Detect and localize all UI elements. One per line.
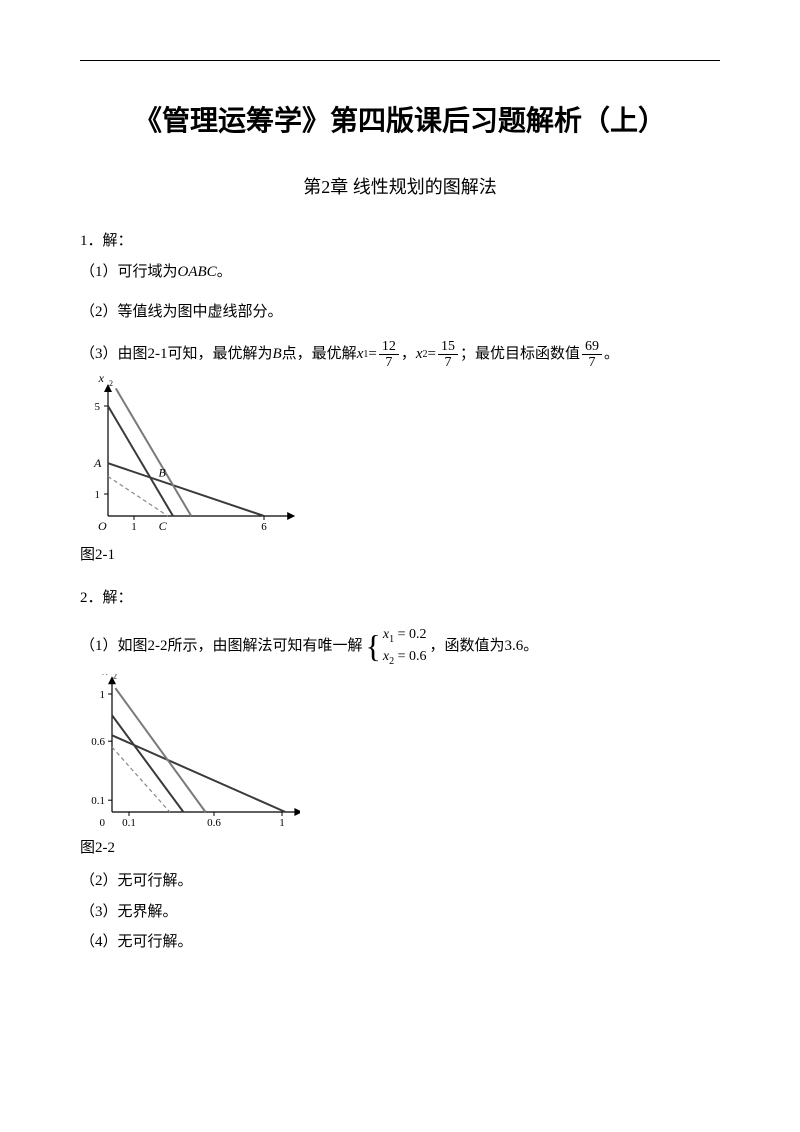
fraction-15-7: 157 [438,339,458,371]
svg-text:x: x [98,376,105,385]
svg-text:5: 5 [95,401,101,413]
q2-part1: （1）如图2-2所示，由图解法可知有唯一解 { x1 = 0.2 x2 = 0.… [80,625,720,669]
num: 15 [438,339,458,355]
svg-text:O: O [98,519,107,533]
text: ；最优目标函数值 [460,340,580,369]
svg-text:1: 1 [279,817,285,829]
page-container: 《管理运筹学》第四版课后习题解析（上） 第2章 线性规划的图解法 1．解： （1… [0,0,800,999]
var-x: x [416,340,423,369]
svg-text:C: C [159,519,168,533]
text: （1）如图2-2所示，由图解法可知有唯一解 [80,632,363,661]
fraction-12-7: 127 [379,339,399,371]
left-brace-icon: { [366,632,381,661]
svg-text:6: 6 [261,521,267,533]
val: = 0.6 [394,649,426,664]
text: （3）由图2-1可知，最优解为 [80,340,273,369]
svg-text:B: B [158,466,166,480]
eq: = [428,340,436,369]
num: 12 [379,339,399,355]
fraction-69-7: 697 [582,339,602,371]
svg-text:0.6: 0.6 [91,737,105,749]
figure-2-2: 0.10.610.10.610x1x2 [80,674,720,834]
comma: ， [401,340,416,369]
q2-heading: 2．解： [80,584,720,613]
q1-part2: （2）等值线为图中虚线部分。 [80,298,720,327]
text: ，函数值为3.6。 [429,632,538,661]
q1-heading: 1．解： [80,227,720,256]
svg-text:0.6: 0.6 [207,817,221,829]
svg-text:0: 0 [100,817,106,829]
q1-part1: （1）可行域为OABC。 [80,258,720,287]
equation-system: { x1 = 0.2 x2 = 0.6 [366,625,427,669]
svg-text:1: 1 [131,521,137,533]
den: 7 [441,355,454,370]
eq: = [368,340,376,369]
svg-text:1: 1 [100,689,106,701]
svg-text:0.1: 0.1 [122,817,136,829]
period: 。 [604,340,619,369]
chart-2-1-svg: 1615OABCx1x2 [80,376,300,541]
q2-part4: （4）无可行解。 [80,928,720,957]
region-oabc: OABC [178,264,217,280]
q2-part2: （2）无可行解。 [80,867,720,896]
figure-2-1-caption: 图2-1 [80,543,720,564]
chart-2-2-svg: 0.10.610.10.610x1x2 [80,674,300,834]
den: 7 [586,355,599,370]
text: 。 [217,264,232,280]
den: 7 [382,355,395,370]
divider-top [80,60,720,61]
document-title: 《管理运筹学》第四版课后习题解析（上） [80,101,720,143]
svg-text:0.1: 0.1 [91,796,105,808]
var-x: x [357,340,364,369]
text: （1）可行域为 [80,264,178,280]
text: 点，最优解 [282,340,357,369]
val: = 0.2 [394,627,426,642]
svg-text:2: 2 [113,674,117,680]
point-b: B [273,340,282,369]
chapter-heading: 第2章 线性规划的图解法 [80,173,720,199]
num: 69 [582,339,602,355]
figure-2-2-caption: 图2-2 [80,836,720,857]
figure-2-1: 1615OABCx1x2 [80,376,720,541]
q1-part3: （3）由图2-1可知，最优解为 B 点，最优解 x1 = 127 ， x2 = … [80,339,720,371]
svg-text:2: 2 [109,379,113,388]
svg-text:A: A [93,456,102,470]
svg-text:1: 1 [95,489,101,501]
q2-part3: （3）无界解。 [80,898,720,927]
svg-text:x: x [102,674,109,677]
